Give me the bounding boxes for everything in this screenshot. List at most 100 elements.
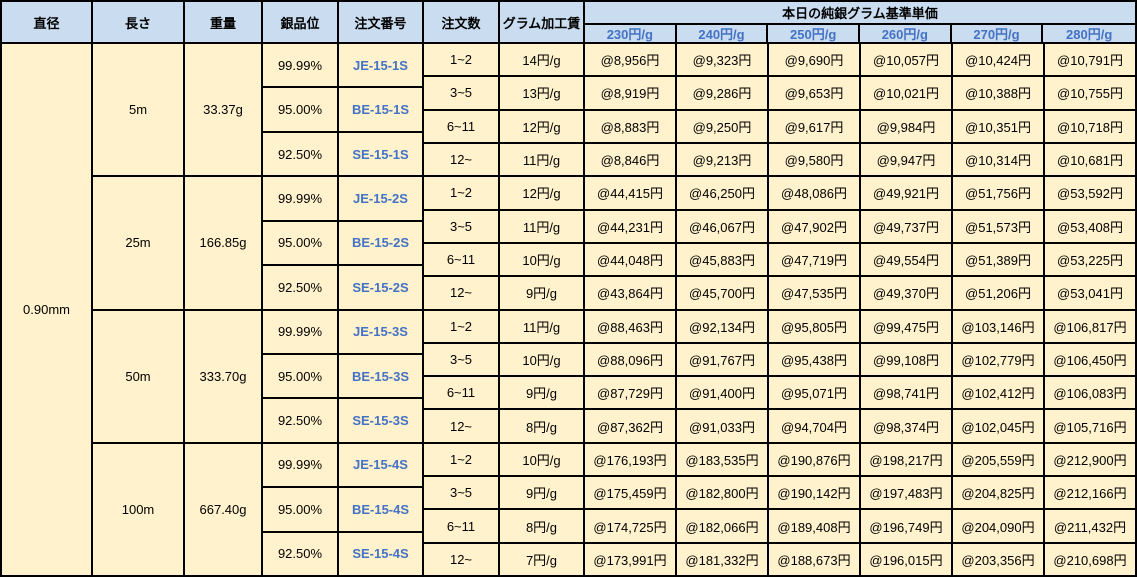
unit-price-cell: @9,323円 [677,44,769,76]
gram-fee-cell: 11円/g [500,210,585,242]
unit-price-cell: @203,356円 [953,543,1045,575]
length-group: 50m 333.70g 99.99% 95.00% 92.50% JE-15-3S BE-1… [93,310,1135,444]
order-number-cell: BE-15-3S [339,354,424,400]
unit-price-cell: @196,749円 [861,510,953,542]
unit-price-cell: @92,134円 [677,310,769,342]
order-number-cell: BE-15-1S [339,88,424,133]
price-row: 3~5 9円/g @175,459円 @182,800円 @190,142円 @197,4… [424,477,1135,511]
unit-price-cell: @44,415円 [585,177,677,209]
order-number-cell: JE-15-2S [339,177,424,222]
price-row: 12~ 9円/g @43,864円 @45,700円 @47,535円 @49,370円 @… [424,277,1135,309]
unit-price-cell: @212,900円 [1053,452,1127,468]
price-col-header-270: 270円/g [951,25,1044,44]
unit-price-cell: @190,142円 [769,477,861,509]
weight-cell: 33.37g [185,44,263,176]
gram-fee-cell: 13円/g [500,77,585,109]
unit-price-cell: @106,817円 [1053,319,1127,335]
unit-price-cell: @91,767円 [677,343,769,376]
unit-price-cell: @9,984円 [861,110,953,142]
unit-price-cell: @88,463円 [585,310,677,342]
unit-price-cell: @95,071円 [769,377,861,409]
unit-price-cell: @51,206円 [953,277,1045,309]
unit-price-cell: @176,193円 [585,443,677,476]
order-quantity-cell: 1~2 [424,443,500,476]
unit-price-cell: @102,412円 [953,377,1045,409]
purity-column: 99.99% 95.00% 92.50% [263,443,339,575]
order-quantity-cell: 6~11 [424,110,500,142]
unit-price-cell: @182,800円 [677,477,769,509]
quantity-rows: 1~2 14円/g @8,956円 @9,323円 @9,690円 @10,057円 @10… [424,44,1135,176]
order-number-cell: JE-15-1S [339,44,424,89]
gram-fee-cell: 7円/g [500,543,585,575]
order-number-cell: SE-15-2S [339,266,424,309]
gram-fee-cell: 9円/g [500,477,585,509]
unit-price-cell: @99,475円 [861,310,953,342]
unit-price-cell: @46,067円 [677,210,769,242]
purity-column: 99.99% 95.00% 92.50% [263,310,339,442]
col-header-diameter: 直径 [2,2,93,44]
purity-cell: 99.99% [263,44,339,89]
order-number-cell: JE-15-3S [339,310,424,355]
price-row: 3~5 10円/g @88,096円 @91,767円 @95,438円 @99,108円… [424,343,1135,378]
length-cell: 100m [93,443,185,575]
unit-price-cell: @47,719円 [769,243,861,276]
price-row: 3~5 11円/g @44,231円 @46,067円 @47,902円 @49,737円… [424,210,1135,244]
unit-price-cell: @189,408円 [769,510,861,542]
table-body: 0.90mm 5m 33.37g 99.99% 95.00% 92.50% JE-15-1… [2,44,1135,575]
unit-price-cell: @49,370円 [861,277,953,309]
unit-price-cell: @9,250円 [677,110,769,142]
col-header-length: 長さ [93,2,185,44]
table-header: 直径 長さ 重量 銀品位 注文番号 注文数 グラム加工賃 本日の純銀グラム基準単… [2,2,1135,44]
unit-price-cell: @9,690円 [769,44,861,76]
order-quantity-cell: 3~5 [424,477,500,509]
unit-price-cell: @10,755円 [1057,86,1123,102]
unit-price-cell: @9,286円 [677,77,769,109]
order-number-cell: SE-15-3S [339,399,424,442]
purity-cell: 95.00% [263,221,339,267]
order-quantity-cell: 6~11 [424,510,500,542]
col-header-weight: 重量 [185,2,263,44]
order-number-cell: BE-15-4S [339,488,424,533]
unit-price-cell: @53,408円 [1057,219,1123,235]
gram-fee-cell: 14円/g [500,44,585,76]
purity-cell: 95.00% [263,488,339,533]
gram-fee-cell: 12円/g [500,110,585,142]
price-row: 6~11 10円/g @44,048円 @45,883円 @47,719円 @49,554… [424,243,1135,278]
unit-price-cell: @49,921円 [861,177,953,209]
weight-cell: 333.70g [185,310,263,442]
unit-price-cell: @49,554円 [861,243,953,276]
price-col-header-280: 280円/g [1043,25,1135,44]
unit-price-cell: @49,737円 [861,210,953,242]
unit-price-cell: @8,883円 [585,110,677,142]
price-row: 12~ 11円/g @8,846円 @9,213円 @9,580円 @9,947円 @10,… [424,143,1135,176]
gram-fee-cell: 9円/g [500,377,585,409]
purity-cell: 95.00% [263,354,339,400]
price-row: 1~2 12円/g @44,415円 @46,250円 @48,086円 @49,921円… [424,177,1135,211]
order-quantity-cell: 12~ [424,543,500,575]
table-body-groups: 5m 33.37g 99.99% 95.00% 92.50% JE-15-1S BE-15-… [93,44,1135,575]
order-quantity-cell: 1~2 [424,177,500,209]
purity-column: 99.99% 95.00% 92.50% [263,177,339,309]
col-header-gram-fee: グラム加工賃 [500,2,585,44]
unit-price-cell: @205,559円 [953,443,1045,476]
unit-price-cell: @94,704円 [769,410,861,442]
price-row: 1~2 11円/g @88,463円 @92,134円 @95,805円 @99,475円… [424,310,1135,344]
order-quantity-cell: 3~5 [424,210,500,242]
price-row: 12~ 7円/g @173,991円 @181,332円 @188,673円 @196,0… [424,543,1135,575]
unit-price-cell: @91,033円 [677,410,769,442]
price-row: 3~5 13円/g @8,919円 @9,286円 @9,653円 @10,021円 @10… [424,77,1135,111]
price-col-header-240: 240円/g [676,25,769,44]
length-group: 5m 33.37g 99.99% 95.00% 92.50% JE-15-1S BE-15-… [93,44,1135,178]
unit-price-cell: @48,086円 [769,177,861,209]
unit-price-cell: @47,902円 [769,210,861,242]
unit-price-cell: @9,580円 [769,143,861,176]
col-header-purity: 銀品位 [263,2,339,44]
gram-fee-cell: 10円/g [500,243,585,276]
unit-price-cell: @8,919円 [585,77,677,109]
order-number-cell: BE-15-2S [339,221,424,267]
unit-price-cell: @188,673円 [769,543,861,575]
purity-column: 99.99% 95.00% 92.50% [263,44,339,176]
unit-price-cell: @91,400円 [677,377,769,409]
unit-price-cell: @198,217円 [861,443,953,476]
unit-price-cell: @45,700円 [677,277,769,309]
